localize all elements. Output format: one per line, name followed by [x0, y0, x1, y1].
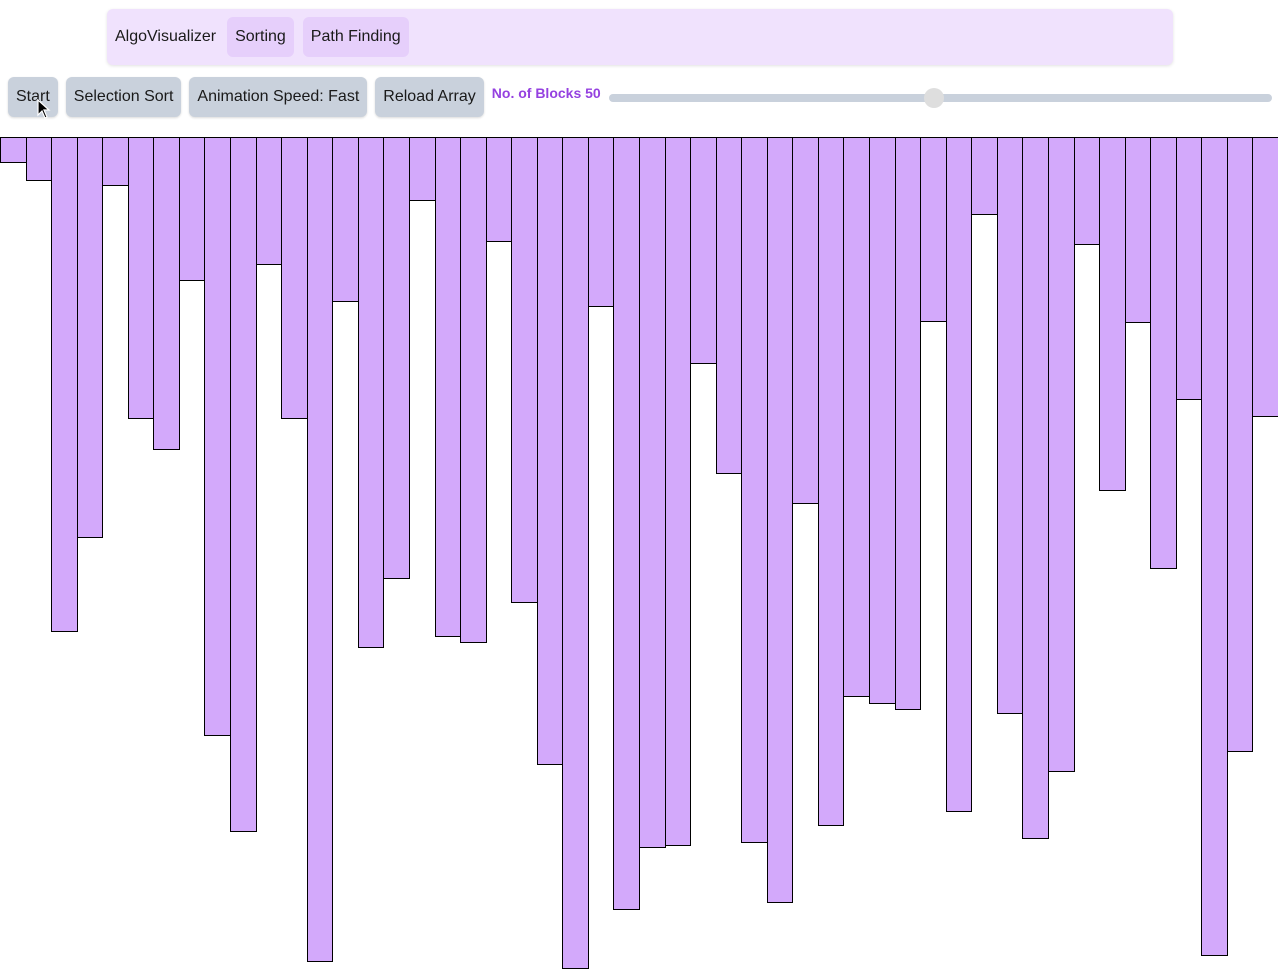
algorithm-select-button[interactable]: Selection Sort: [65, 77, 182, 117]
blocks-slider-thumb[interactable]: [923, 88, 944, 108]
blocks-count-label: No. of Blocks 50: [491, 85, 601, 101]
array-bar: [1227, 137, 1253, 752]
array-bar: [102, 137, 129, 186]
start-button[interactable]: Start: [8, 77, 58, 117]
array-bar: [230, 137, 257, 832]
array-bar: [256, 137, 282, 265]
array-bar: [895, 137, 921, 710]
array-bar: [332, 137, 359, 302]
array-bar: [1022, 137, 1049, 839]
array-bar: [1150, 137, 1177, 569]
array-bar: [409, 137, 436, 201]
array-bar: [307, 137, 333, 962]
array-bars-chart: [0, 137, 1278, 980]
blocks-slider[interactable]: [608, 88, 1272, 108]
array-bar: [153, 137, 180, 450]
array-bar: [0, 137, 27, 163]
array-bar: [997, 137, 1023, 714]
array-bar: [435, 137, 461, 637]
array-bar: [486, 137, 512, 242]
array-bar: [613, 137, 640, 910]
controls-bar: Start Selection Sort Animation Speed: Fa…: [8, 77, 1272, 117]
array-bar: [843, 137, 870, 697]
array-bar: [537, 137, 563, 765]
array-bar: [1048, 137, 1075, 772]
array-bar: [1074, 137, 1100, 245]
array-bar: [179, 137, 205, 281]
array-bar: [204, 137, 231, 736]
array-bar: [1176, 137, 1202, 400]
array-bar: [767, 137, 793, 903]
array-bar: [383, 137, 410, 579]
array-bar: [128, 137, 154, 419]
array-bar: [716, 137, 742, 474]
array-bar: [869, 137, 896, 704]
array-bar: [26, 137, 52, 181]
navbar: AlgoVisualizer Sorting Path Finding: [107, 9, 1173, 65]
array-bar: [690, 137, 717, 364]
array-bar: [1252, 137, 1278, 417]
array-bar: [971, 137, 998, 215]
array-bar: [818, 137, 844, 826]
array-bar: [1125, 137, 1151, 323]
array-bar: [741, 137, 768, 843]
array-bar: [281, 137, 308, 419]
array-bar: [920, 137, 947, 322]
array-bar: [77, 137, 103, 538]
array-bar: [1201, 137, 1228, 956]
array-bar: [639, 137, 666, 848]
array-bar: [792, 137, 819, 504]
array-bar: [562, 137, 589, 969]
array-bar: [460, 137, 487, 643]
array-bar: [1099, 137, 1126, 491]
array-bar: [51, 137, 78, 632]
nav-sorting-button[interactable]: Sorting: [227, 17, 294, 57]
array-bar: [946, 137, 972, 812]
array-bar: [665, 137, 691, 846]
reload-array-button[interactable]: Reload Array: [375, 77, 484, 117]
array-bar: [588, 137, 614, 307]
nav-path-finding-button[interactable]: Path Finding: [302, 17, 409, 57]
animation-speed-button[interactable]: Animation Speed: Fast: [189, 77, 368, 117]
array-bar: [511, 137, 538, 603]
brand-title: AlgoVisualizer: [115, 28, 217, 45]
array-bar: [358, 137, 384, 648]
